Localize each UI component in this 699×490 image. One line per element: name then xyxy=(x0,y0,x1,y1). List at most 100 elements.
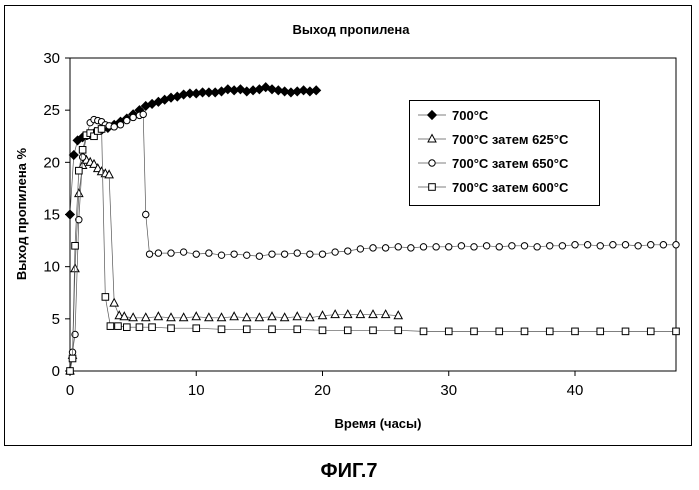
x-tick-label: 0 xyxy=(66,382,74,399)
data-point-triangle xyxy=(241,312,252,322)
data-point-square xyxy=(106,322,115,330)
data-point-triangle xyxy=(104,169,114,179)
data-point-triangle xyxy=(355,309,366,319)
data-point-square xyxy=(596,327,605,336)
data-point-circle xyxy=(369,244,377,252)
data-point-square xyxy=(167,324,175,333)
data-point-square xyxy=(293,325,302,334)
data-point-square xyxy=(621,327,630,336)
legend-box xyxy=(409,100,600,206)
data-point-square xyxy=(343,326,352,335)
data-point-square xyxy=(646,327,655,336)
data-point-square xyxy=(470,327,478,336)
data-point-circle xyxy=(145,250,154,258)
y-tick-label: 25 xyxy=(43,102,60,119)
data-point-square xyxy=(242,325,251,334)
data-point-diamond xyxy=(298,85,309,96)
data-point-square xyxy=(545,327,554,336)
data-point-circle xyxy=(558,242,567,250)
chart-area-frame xyxy=(4,5,692,446)
data-point-circle xyxy=(205,249,213,257)
data-point-diamond xyxy=(68,149,79,161)
data-point-triangle xyxy=(89,158,99,168)
series-circle xyxy=(66,110,680,375)
x-tick-label: 40 xyxy=(567,382,584,399)
data-point-circle xyxy=(571,241,579,249)
data-point-triangle xyxy=(114,310,125,320)
data-point-triangle xyxy=(229,311,239,321)
data-point-triangle xyxy=(153,311,164,321)
data-point-diamond xyxy=(64,209,76,220)
data-point-circle xyxy=(419,243,428,251)
data-point-square xyxy=(114,322,122,330)
data-point-circle xyxy=(318,250,327,258)
data-point-circle xyxy=(381,244,390,252)
x-axis-ticks: 0 10 20 30 40 xyxy=(66,371,584,399)
data-point-square xyxy=(428,183,436,191)
data-point-triangle xyxy=(305,312,315,322)
legend-item: 700°C xyxy=(418,108,489,123)
data-point-triangle xyxy=(267,311,277,321)
legend-label: 700°C xyxy=(452,108,489,123)
data-point-square xyxy=(444,327,453,336)
data-point-triangle xyxy=(216,312,227,322)
x-axis-title: Время (часы) xyxy=(335,416,422,431)
y-axis-title: Выход пропилена % xyxy=(14,147,29,280)
y-tick-label: 10 xyxy=(43,259,60,276)
data-point-circle xyxy=(533,243,541,251)
data-point-triangle xyxy=(74,188,84,198)
data-point-triangle xyxy=(140,312,151,322)
data-point-square xyxy=(148,323,156,331)
legend-label: 700°C затем 600°C xyxy=(452,180,569,195)
y-tick-label: 15 xyxy=(43,207,60,224)
data-point-triangle xyxy=(191,311,202,321)
data-point-triangle xyxy=(109,297,120,307)
data-point-square xyxy=(135,323,144,331)
data-point-circle xyxy=(110,123,118,131)
data-point-circle xyxy=(123,116,131,125)
legend-item: 700°C затем 600°C xyxy=(418,180,569,195)
data-point-diamond xyxy=(311,85,322,96)
y-axis-ticks: 0 5 10 15 20 25 30 xyxy=(43,50,70,380)
data-point-circle xyxy=(255,252,264,260)
data-point-square xyxy=(318,326,327,335)
data-point-circle xyxy=(306,250,314,258)
legend: 700°C 700°C затем 625°C 700°C затем 650°C 7… xyxy=(418,108,569,195)
data-point-circle xyxy=(470,243,478,251)
data-point-diamond xyxy=(426,109,438,121)
series-layer xyxy=(64,82,680,375)
data-point-square xyxy=(68,354,77,363)
data-point-circle xyxy=(78,153,87,161)
y-tick-label: 20 xyxy=(43,154,60,171)
data-point-circle xyxy=(508,242,516,250)
data-point-circle xyxy=(230,250,238,258)
data-point-triangle xyxy=(204,312,214,322)
data-point-square xyxy=(78,146,87,154)
data-point-triangle xyxy=(128,312,138,322)
x-tick-label: 30 xyxy=(440,382,457,399)
data-point-triangle xyxy=(166,312,176,322)
data-point-circle xyxy=(428,159,436,167)
data-point-circle xyxy=(634,242,642,250)
data-point-circle xyxy=(192,250,200,258)
series-square xyxy=(66,125,680,375)
data-point-triangle xyxy=(342,309,353,319)
data-point-triangle xyxy=(330,309,340,319)
data-point-square xyxy=(97,125,106,133)
data-point-circle xyxy=(179,248,188,256)
data-point-circle xyxy=(445,243,453,251)
data-point-circle xyxy=(71,330,79,339)
legend-label: 700°C затем 625°C xyxy=(452,132,569,147)
legend-item: 700°C затем 625°C xyxy=(418,132,569,147)
figure-caption: ФИГ.7 xyxy=(321,460,378,482)
data-point-square xyxy=(71,242,79,250)
x-tick-label: 10 xyxy=(188,382,205,399)
data-point-circle xyxy=(116,121,125,129)
data-point-square xyxy=(192,324,201,333)
data-point-circle xyxy=(546,242,554,250)
data-point-square xyxy=(495,327,504,336)
data-point-circle xyxy=(75,216,83,224)
y-tick-label: 0 xyxy=(52,363,60,380)
data-point-triangle xyxy=(292,311,303,321)
data-point-circle xyxy=(139,110,147,119)
